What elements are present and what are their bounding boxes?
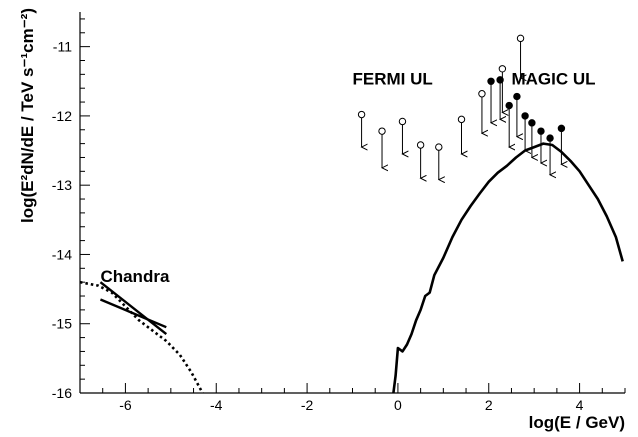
model-curve-dotted — [80, 280, 204, 393]
magic-ul-point — [496, 76, 504, 84]
magic-ul-point — [505, 101, 513, 110]
x-tick-label: -6 — [119, 397, 132, 413]
fermi-ul-point — [357, 110, 366, 119]
fermi-ul-point — [378, 127, 386, 135]
x-tick-label: -2 — [301, 397, 314, 413]
fermi-ul-point — [478, 90, 486, 98]
magic-ul-point — [546, 134, 554, 142]
annotation-fermi-ul: FERMI UL — [353, 70, 433, 89]
chandra-bowtie-line — [99, 298, 167, 329]
fermi-ul-point — [498, 65, 507, 73]
y-tick-label: -16 — [52, 385, 72, 401]
fermi-ul-point — [435, 143, 443, 151]
fermi-ul-point — [398, 117, 407, 126]
magic-ul-point — [537, 127, 545, 135]
x-axis-title: log(E / GeV) — [529, 413, 625, 432]
annotation-chandra: Chandra — [100, 267, 170, 286]
x-tick-label: 2 — [485, 397, 493, 413]
x-tick-label: 4 — [576, 397, 584, 413]
y-tick-label: -11 — [53, 39, 72, 55]
magic-ul-point — [521, 112, 529, 120]
x-tick-label: -4 — [210, 397, 223, 413]
magic-ul-point — [513, 92, 521, 101]
fermi-ul-point — [516, 34, 525, 43]
magic-ul-point — [528, 119, 536, 127]
magic-ul-point — [557, 124, 566, 133]
fermi-ul-point — [416, 141, 425, 149]
x-tick-label: 0 — [394, 397, 402, 413]
model-curve-solid — [392, 142, 624, 393]
magic-ul-point — [487, 77, 495, 85]
fermi-ul-point — [457, 115, 466, 124]
y-tick-label: -15 — [52, 316, 72, 332]
chandra-bowtie-line — [99, 281, 168, 336]
y-axis-title: log(E²dN/dE / TeV s⁻¹cm⁻²) — [18, 8, 37, 223]
y-tick-label: -12 — [52, 108, 72, 124]
annotation-magic-ul: MAGIC UL — [511, 70, 595, 89]
y-tick-label: -13 — [52, 177, 72, 193]
y-tick-label: -14 — [52, 246, 72, 262]
